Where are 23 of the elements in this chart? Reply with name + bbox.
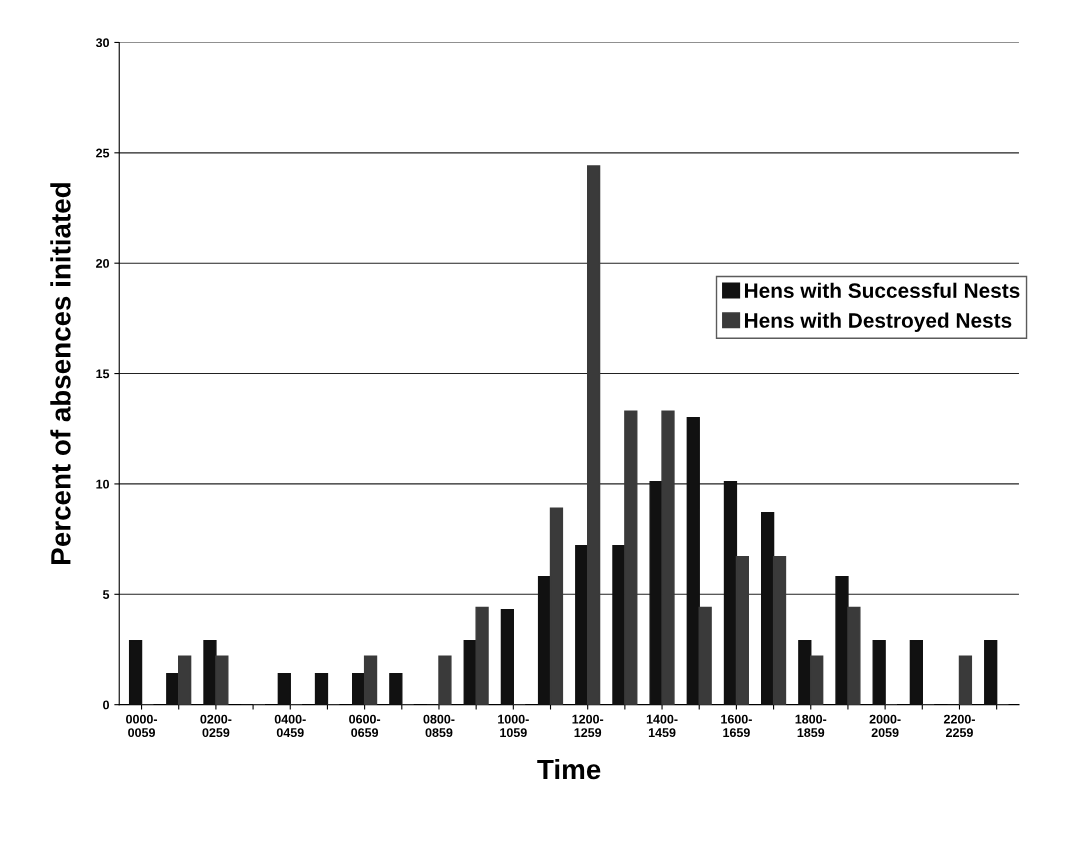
y-tick-label: 5 — [102, 590, 110, 599]
y-tick-label: 25 — [96, 148, 110, 158]
y-tick-label: 10 — [96, 479, 110, 489]
x-tick-label: 0800- 0859 — [423, 714, 455, 738]
legend-label: Hens with Destroyed Nests — [744, 312, 1012, 332]
y-tick-label: 20 — [96, 258, 110, 268]
x-tick-label: 0000- 0059 — [126, 714, 158, 738]
x-tick-label: 1800- 1859 — [795, 714, 827, 738]
y-tick-label: 0 — [103, 700, 110, 710]
y-axis-title: Percent of absences initiated — [50, 183, 71, 564]
legend-label: Hens with Successful Nests — [744, 282, 1020, 299]
x-tick-label: 0600- 0659 — [349, 714, 381, 738]
x-tick-label: 2000- 2059 — [869, 714, 901, 738]
y-tick-label: 30 — [95, 38, 110, 48]
y-tick-label: 15 — [96, 369, 110, 379]
x-tick-label: 0400- 0459 — [274, 714, 306, 738]
x-tick-label: 1000- 1059 — [498, 714, 529, 738]
x-tick-label: 2200- 2259 — [943, 714, 975, 738]
x-tick-label: 1200- 1259 — [572, 714, 604, 738]
x-tick-label: 1600- 1659 — [721, 714, 752, 738]
x-axis-title: Time — [537, 758, 601, 780]
x-tick-label: 0200- 0259 — [200, 714, 232, 738]
x-tick-label: 1400- 1459 — [646, 714, 678, 738]
